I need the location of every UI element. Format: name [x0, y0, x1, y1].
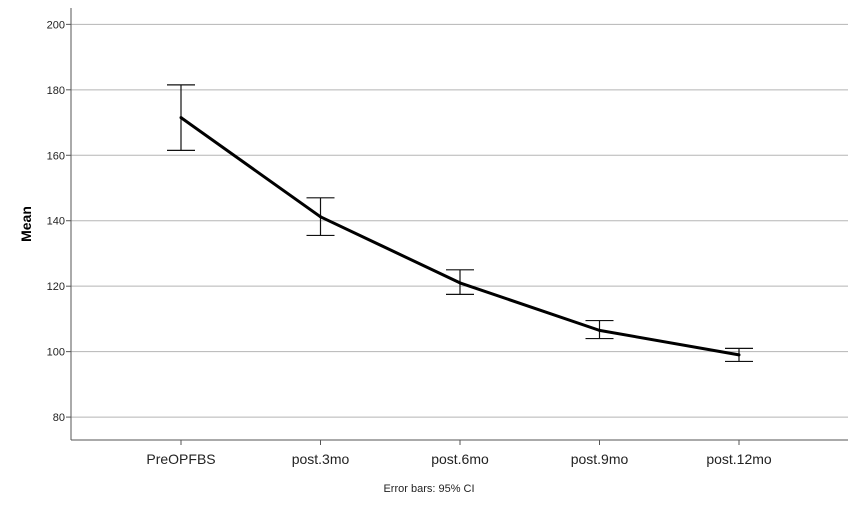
x-ticks: PreOPFBS post.3mo post.6mo post.9mo post.12m… [146, 440, 772, 467]
data-point [458, 281, 462, 285]
x-tick-label: post.6mo [431, 451, 489, 467]
y-tick-label: 120 [47, 281, 65, 293]
data-point [319, 215, 322, 219]
x-tick-label: post.3mo [292, 451, 350, 467]
gridlines [71, 23, 848, 418]
y-tick-label: 80 [53, 412, 65, 424]
axes [70, 8, 848, 441]
error-bars-note: Error bars: 95% CI [383, 483, 474, 495]
data-point [737, 353, 741, 357]
y-tick-label: 100 [47, 347, 65, 359]
y-axis-label: Mean [18, 206, 34, 242]
y-tick-label: 180 [47, 85, 65, 97]
y-ticks: 80 100 120 140 160 180 200 [47, 19, 71, 424]
series-line [180, 116, 740, 357]
x-tick-label: post.9mo [571, 451, 629, 467]
y-tick-label: 160 [47, 150, 65, 162]
error-bars [167, 84, 753, 363]
y-tick-label: 200 [47, 19, 65, 31]
x-tick-label: post.12mo [706, 451, 772, 467]
x-tick-label: PreOPFBS [146, 451, 215, 467]
y-tick-label: 140 [47, 216, 65, 228]
data-point [179, 116, 183, 120]
data-point [598, 328, 601, 332]
series-lines [179, 116, 741, 357]
